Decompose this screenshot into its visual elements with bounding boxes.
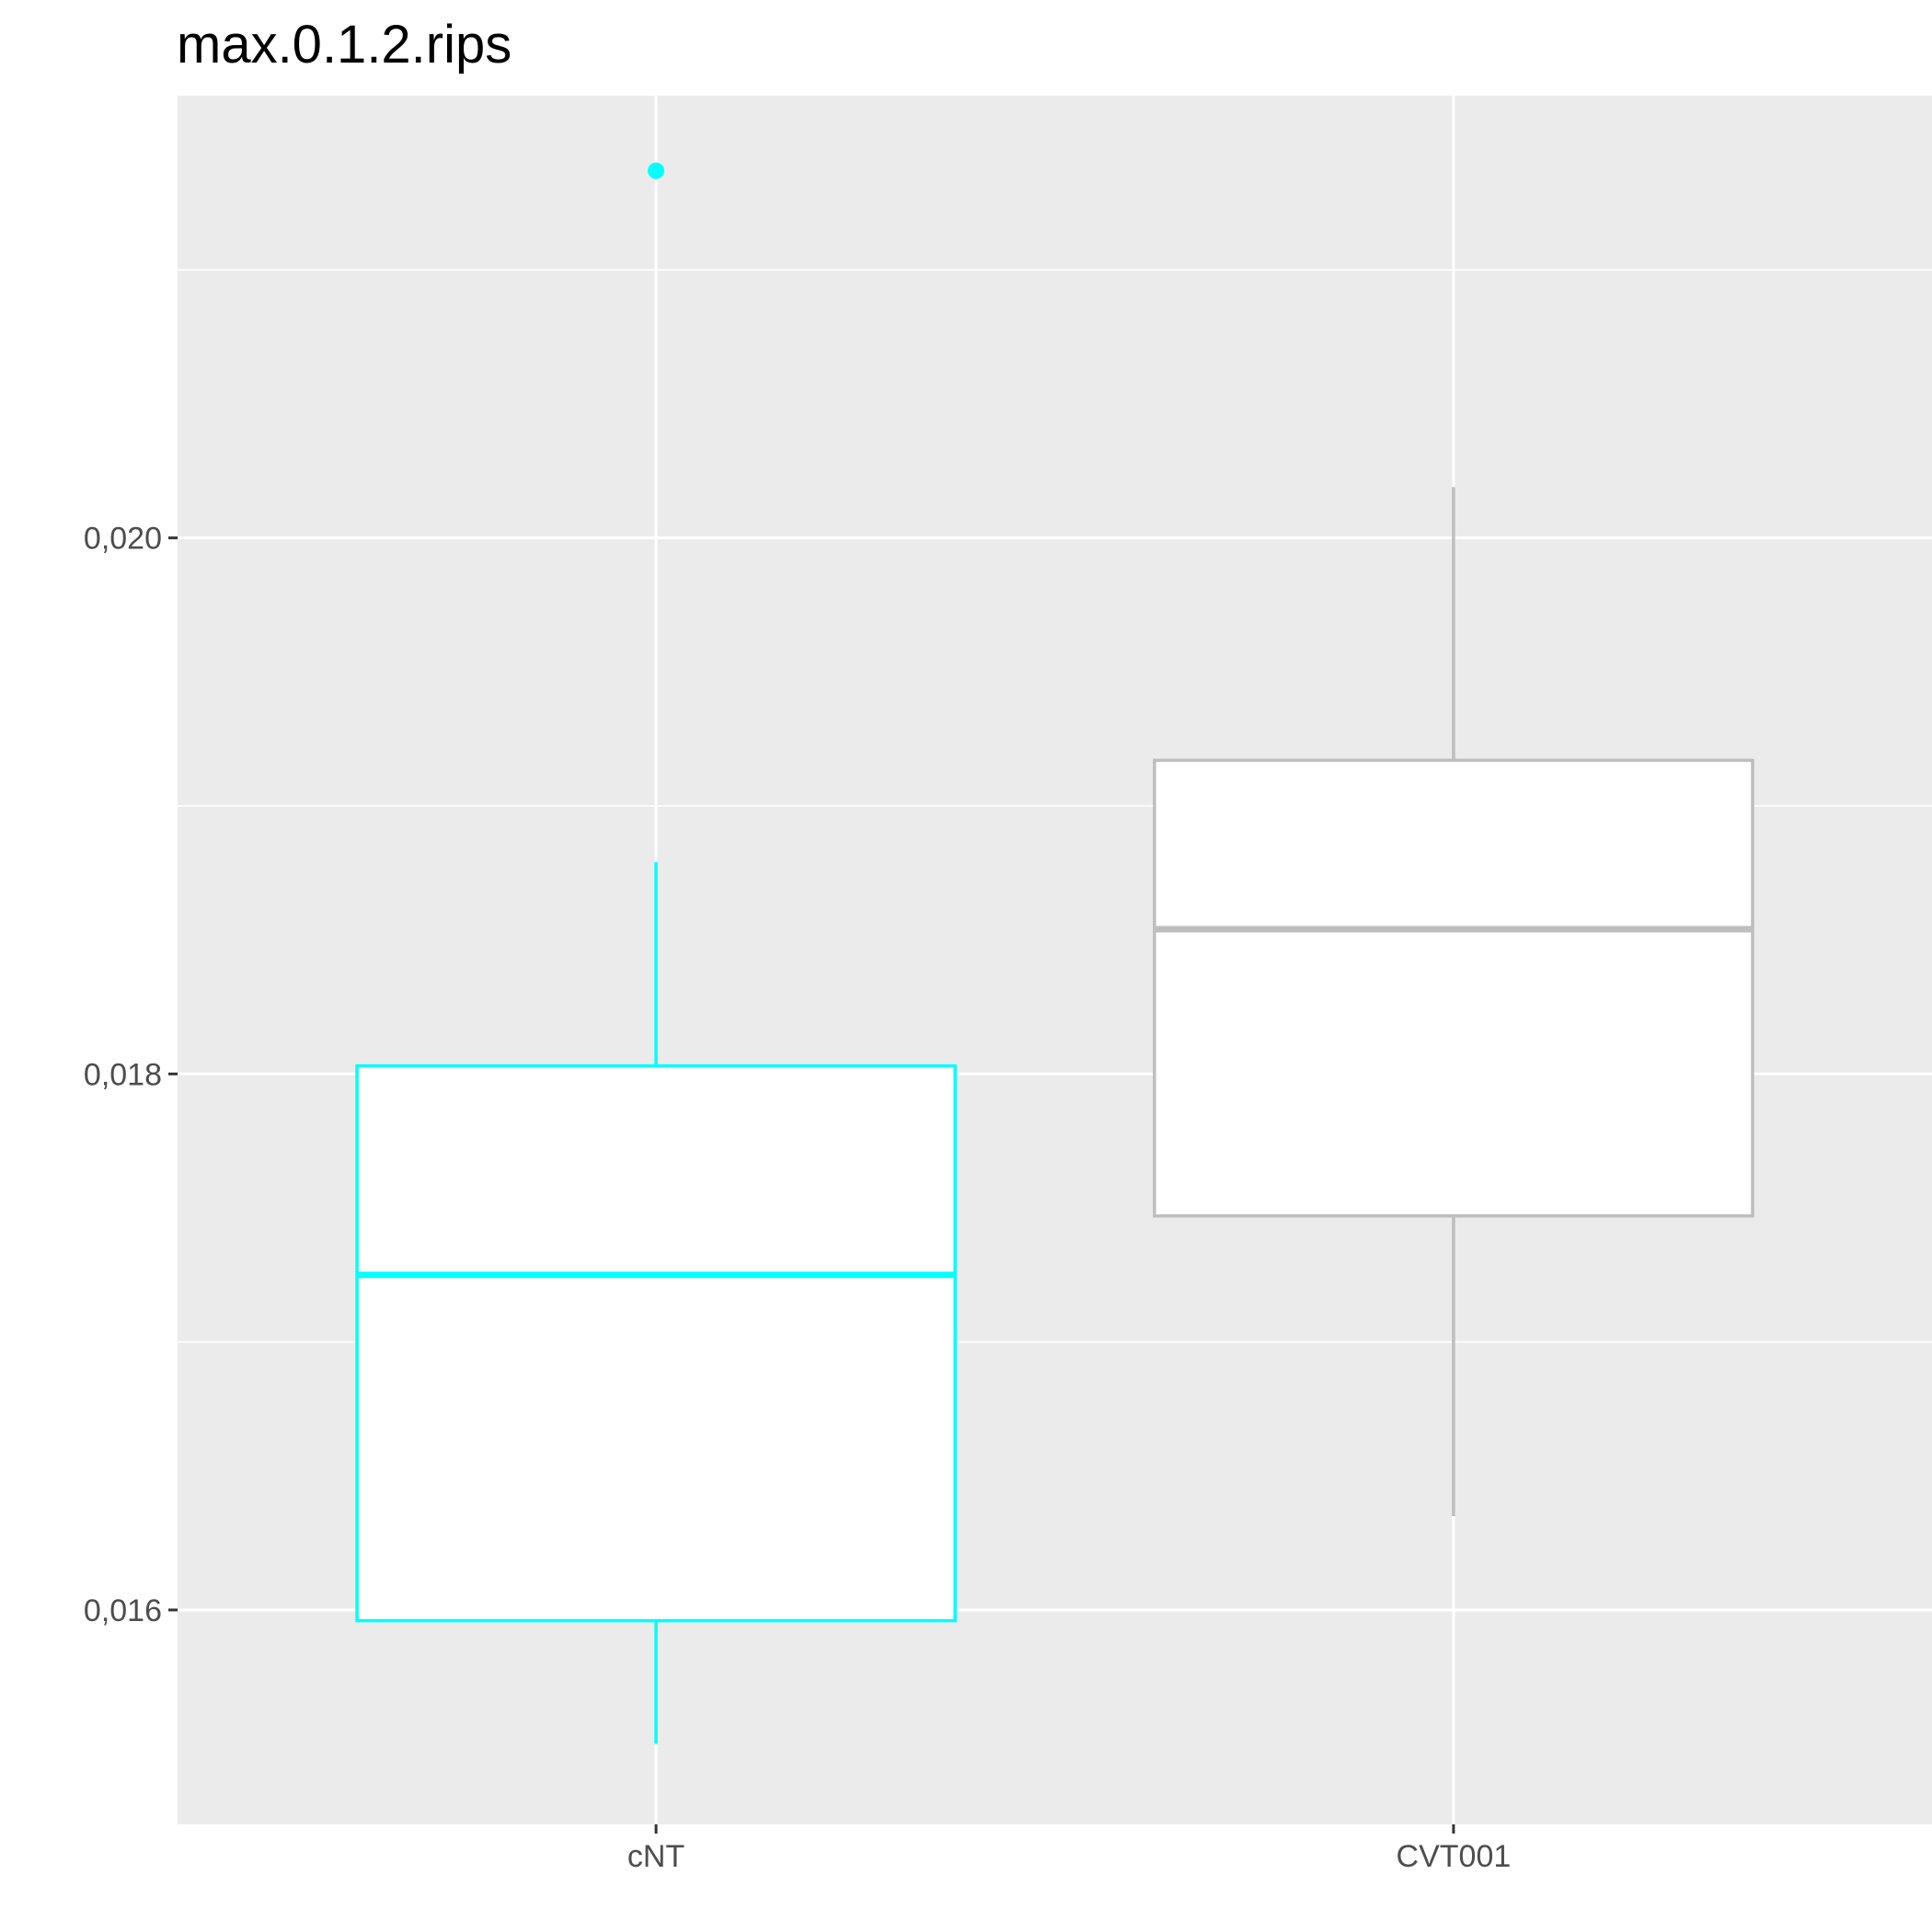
y-tick-label: 0,018 xyxy=(84,1057,162,1092)
y-tick-label: 0,016 xyxy=(84,1593,162,1628)
box-cvt001 xyxy=(1153,487,1754,1516)
x-tick-label: CVT001 xyxy=(1397,1839,1512,1874)
box-layer xyxy=(355,162,1754,1744)
outlier-point xyxy=(648,162,665,179)
y-axis: 0,016 0,018 0,020 xyxy=(84,522,178,1628)
y-tick-label: 0,020 xyxy=(84,522,162,557)
x-tick-label: cNT xyxy=(627,1839,684,1874)
chart-title: max.0.1.2.rips xyxy=(177,15,512,75)
box-iqr xyxy=(1153,758,1754,1218)
box-iqr xyxy=(355,1064,957,1623)
x-axis: cNT CVT001 xyxy=(627,1824,1511,1874)
box-cnt xyxy=(355,162,957,1744)
